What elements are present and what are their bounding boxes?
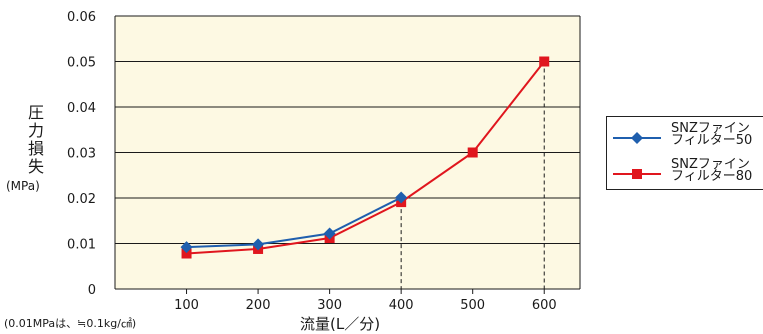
legend-item-filter50: SNZファイン フィルター50 <box>613 121 763 153</box>
y-tick-label: 0.04 <box>67 101 96 116</box>
y-tick-label: 0.01 <box>67 238 96 253</box>
data-point-filter50 <box>395 191 408 204</box>
series-line-1 <box>186 60 546 255</box>
legend-label-filter50: SNZファイン フィルター50 <box>671 121 753 148</box>
x-axis-label: 流量(L／分) <box>300 315 381 333</box>
data-point-filter50 <box>323 227 336 240</box>
x-tick-label: 300 <box>317 298 342 313</box>
series-line-0 <box>186 196 402 249</box>
y-axis-unit: (MPa) <box>6 179 40 193</box>
legend-item-filter80: SNZファイン フィルター80 <box>613 157 763 189</box>
data-point-filter80 <box>467 147 478 158</box>
y-tick-label: 0.02 <box>67 192 96 207</box>
y-tick-label: 0.06 <box>67 10 96 25</box>
square-marker-icon <box>613 169 661 179</box>
data-point-filter50 <box>252 238 265 251</box>
data-point-filter80 <box>539 56 550 67</box>
x-tick-label: 600 <box>532 298 557 313</box>
x-tick-label: 100 <box>174 298 199 313</box>
unit-conversion-footnote: (0.01MPaは、≒0.1kg/㎠) <box>4 317 137 330</box>
data-point-filter80 <box>181 248 192 259</box>
y-axis-label: 圧力損失 <box>27 103 44 176</box>
data-point-filter50 <box>180 241 193 254</box>
y-tick-label: 0 <box>88 283 96 298</box>
legend-label-filter80: SNZファイン フィルター80 <box>671 157 753 184</box>
y-tick-label: 0.05 <box>67 56 96 71</box>
x-tick-label: 400 <box>389 298 414 313</box>
diamond-marker-icon <box>613 132 661 144</box>
x-tick-label: 500 <box>460 298 485 313</box>
y-tick-label: 0.03 <box>67 147 96 162</box>
chart-legend: SNZファイン フィルター50 SNZファイン フィルター80 <box>606 116 763 190</box>
x-tick-label: 200 <box>246 298 271 313</box>
